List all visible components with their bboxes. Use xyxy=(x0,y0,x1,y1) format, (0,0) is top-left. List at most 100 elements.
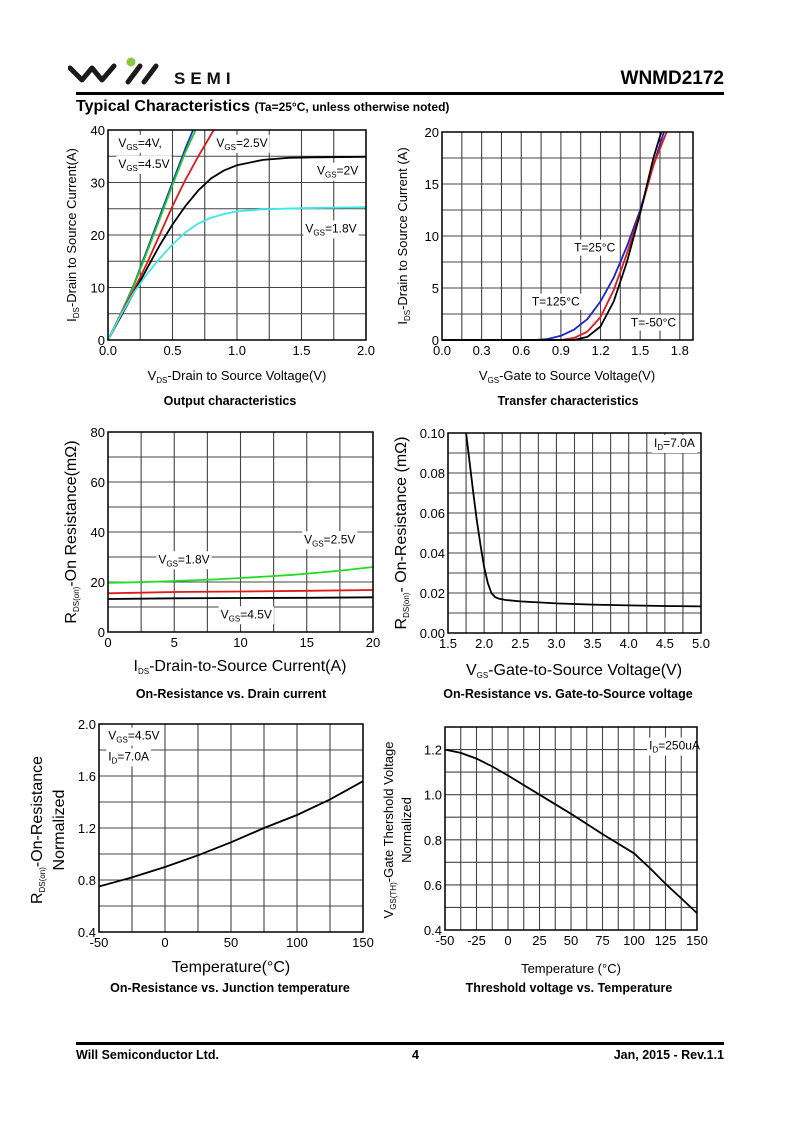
y-tick-label: 40 xyxy=(91,525,105,540)
x-tick-label: -25 xyxy=(467,933,486,948)
y-tick-label: 20 xyxy=(91,575,105,590)
footer-revision: Jan, 2015 - Rev.1.1 xyxy=(613,1048,724,1062)
logo-dot xyxy=(126,57,136,67)
annotation-label: VGS=2.5V xyxy=(216,136,267,152)
annotation-bg xyxy=(116,134,164,153)
x-tick-label: 5.0 xyxy=(692,636,710,651)
series-line-t-50-c xyxy=(442,131,663,341)
x-tick-label: 1.5 xyxy=(439,636,457,651)
annotation-bg xyxy=(106,748,152,767)
y-axis-label-rest: -Drain to Source Current (A) xyxy=(395,147,410,310)
x-axis-label-main: I xyxy=(134,658,138,675)
x-axis-label-sub: GS xyxy=(477,671,489,680)
x-tick-label: 20 xyxy=(366,635,380,650)
x-tick-label: 5 xyxy=(171,635,178,650)
y-tick-label: 0 xyxy=(98,333,105,348)
annotation-label-main: I xyxy=(654,436,657,450)
y-tick-label: 0 xyxy=(432,333,439,348)
annotation-label-main: T=25°C xyxy=(574,241,615,255)
y-tick-label: 0 xyxy=(98,625,105,640)
x-tick-label: 3.0 xyxy=(547,636,565,651)
y-axis-label-sub: GS(TH) xyxy=(389,882,398,910)
series-line-id-7-0a xyxy=(465,432,702,608)
x-tick-label: 100 xyxy=(286,935,308,950)
chart-transfer: T=25°C T=125°C T=-50°C 0.0 0.3 0.6 0.9 1.2 1.5 1.… xyxy=(395,125,694,408)
annotation-label: VGS=4V, xyxy=(118,136,162,152)
annotation-label-main: V xyxy=(221,607,229,621)
annotation-label: ID=7.0A xyxy=(108,749,149,765)
x-tick-label: 1.5 xyxy=(292,343,310,358)
y-tick-label: 20 xyxy=(91,228,105,243)
y-tick-label: 0.04 xyxy=(420,546,445,561)
annotation-label: VGS=4.5V xyxy=(118,157,169,173)
chart-output: VGS=4V,VGS=4.5VVGS=2.5VVGS=2VVGS=1.8V0.0… xyxy=(64,123,375,408)
y-tick-label: 10 xyxy=(91,281,105,296)
grid xyxy=(444,727,698,931)
annotation-label-sub: D xyxy=(657,443,663,452)
annotation-label: ID=7.0A xyxy=(654,436,695,452)
chart-title: Transfer characteristics xyxy=(497,394,638,408)
y-axis-label: IDS-Drain to Source Current (A) xyxy=(395,147,412,324)
y-tick-label: 0.06 xyxy=(420,506,445,521)
x-tick-label: -50 xyxy=(436,933,455,948)
series-line-vgs-2-5v xyxy=(107,589,374,595)
x-tick-label: 10 xyxy=(233,635,247,650)
plot-frame xyxy=(98,723,364,933)
annotation-label-main: V xyxy=(118,136,126,150)
y-axis-label-main: I xyxy=(395,321,410,325)
x-axis-label: IDS-Drain-to-Source Current(A) xyxy=(134,658,347,676)
y-tick-label: 60 xyxy=(91,475,105,490)
x-tick-label: 0 xyxy=(161,935,168,950)
section-condition: (Ta=25°C, unless otherwise noted) xyxy=(254,100,450,114)
annotation-label-sub: GS xyxy=(116,736,128,745)
y-axis-label-sub: DS(on) xyxy=(72,586,81,612)
x-tick-label: 50 xyxy=(224,935,238,950)
y-tick-label: 0.10 xyxy=(420,426,445,441)
annotation-label: VGS=1.8V xyxy=(158,552,209,568)
y-tick-label: 0.6 xyxy=(424,878,442,893)
x-axis-label-rest: -Drain to Source Voltage(V) xyxy=(167,368,326,383)
y-axis-label-rest: -On Resistance(mΩ) xyxy=(63,440,80,586)
annotation-bg xyxy=(314,162,361,181)
series-line-id-250ua xyxy=(444,748,698,914)
y-axis-label-line2: Normalized xyxy=(51,790,68,871)
annotation-label-rest: =2V xyxy=(337,164,359,178)
y-tick-label: 1.6 xyxy=(78,769,96,784)
header-divider xyxy=(76,92,724,95)
annotation-label-rest: =4.5V xyxy=(128,729,160,743)
chart-title: Threshold voltage vs. Temperature xyxy=(466,981,673,995)
chart-title: Output characteristics xyxy=(164,394,297,408)
annotation-label-rest: =7.0A xyxy=(117,749,149,763)
annotation-label-rest: =1.8V xyxy=(325,221,357,235)
annotation-label-sub: D xyxy=(652,746,658,755)
annotation-label: T=25°C xyxy=(574,241,615,255)
x-tick-label: 125 xyxy=(655,933,677,948)
annotation-label-sub: GS xyxy=(313,228,325,237)
x-axis-label-main: V xyxy=(148,368,157,383)
y-axis-label-sub: DS xyxy=(403,310,412,321)
annotation-label-sub: GS xyxy=(325,171,337,180)
plot-frame xyxy=(107,129,367,341)
annotation-label-rest: =4.5V xyxy=(240,607,272,621)
annotation-label-main: V xyxy=(118,157,126,171)
y-tick-label: 40 xyxy=(91,123,105,138)
section-title-text: Typical Characteristics xyxy=(76,98,251,115)
annotation-label: T=-50°C xyxy=(631,315,676,329)
x-axis-label: Temperature (°C) xyxy=(521,961,621,976)
annotation-label-main: I xyxy=(108,749,111,763)
annotation-label-main: V xyxy=(304,532,312,546)
footer-page-number: 4 xyxy=(412,1048,419,1062)
y-tick-label: 30 xyxy=(91,176,105,191)
y-axis-label: RDS(on)-On-Resistance xyxy=(29,756,47,904)
x-tick-label: 0.0 xyxy=(99,343,117,358)
x-tick-label: 25 xyxy=(532,933,546,948)
x-tick-label: 2.5 xyxy=(511,636,529,651)
plot-frame xyxy=(441,131,694,341)
x-tick-label: 0.0 xyxy=(433,343,451,358)
x-tick-label: 0.5 xyxy=(163,343,181,358)
annotation-label-rest: =7.0A xyxy=(663,436,695,450)
y-axis-label: RDS(on)-On Resistance(mΩ) xyxy=(63,440,81,623)
y-tick-label: 0.08 xyxy=(420,466,445,481)
annotation-label-sub: GS xyxy=(224,143,236,152)
x-tick-label: 100 xyxy=(623,933,645,948)
